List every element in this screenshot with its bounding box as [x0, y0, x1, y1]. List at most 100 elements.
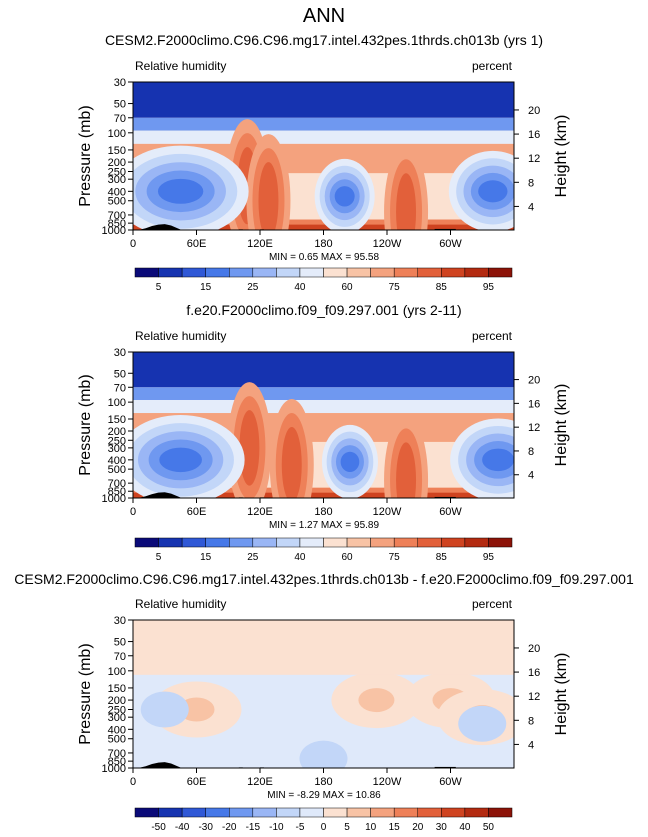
chart-panel-2: f.e20.F2000climo.f09_f09.297.001 (yrs 2-…: [77, 302, 570, 563]
y-tick-label: 70: [114, 113, 126, 125]
y-tick-label: 400: [108, 186, 126, 198]
units-label: percent: [472, 597, 513, 611]
x-tick-label: 120W: [373, 776, 402, 788]
y-tick-label: 700: [108, 478, 126, 490]
y-tick-label: 150: [108, 145, 126, 157]
colorbar-label: -20: [222, 822, 237, 832]
units-label: percent: [472, 329, 513, 343]
stats-label: MIN = -8.29 MAX = 10.86: [267, 790, 381, 801]
humid-column: [396, 442, 417, 498]
y-tick-label: 500: [108, 734, 126, 746]
colorbar-swatch: [205, 807, 230, 818]
y2-tick-label: 20: [528, 375, 540, 387]
y-tick-label: 250: [108, 166, 126, 178]
colorbar-swatch: [134, 537, 159, 548]
y-tick-label: 30: [114, 347, 126, 359]
y2-tick-label: 16: [528, 398, 540, 410]
y-tick-label: 1000: [102, 493, 126, 505]
y-tick-label: 70: [114, 382, 126, 394]
x-tick-label: 180: [314, 776, 332, 788]
y-tick-label: 300: [108, 443, 126, 455]
upper-transition-band: [133, 130, 514, 144]
colorbar-swatch: [488, 267, 513, 278]
y-tick-label: 300: [108, 712, 126, 724]
x-tick-label: 0: [130, 506, 136, 518]
y-tick-label: 1000: [102, 225, 126, 237]
colorbar-swatch: [205, 267, 230, 278]
page-title: ANN: [303, 5, 345, 27]
colorbar-swatch: [441, 807, 466, 818]
topography: [138, 762, 182, 768]
x-tick-label: 120E: [247, 776, 273, 788]
variable-label: Relative humidity: [135, 59, 226, 73]
colorbar-label: 15: [389, 822, 401, 832]
variable-label: Relative humidity: [135, 329, 226, 343]
y-tick-label: 700: [108, 748, 126, 760]
x-tick-label: 0: [130, 238, 136, 250]
colorbar-label: 0: [321, 822, 327, 832]
y-tick-label: 850: [108, 756, 126, 768]
panel-title: CESM2.F2000climo.C96.C96.mg17.intel.432p…: [105, 32, 543, 48]
y2-axis-title: Height (km): [553, 384, 570, 467]
y-axis-title: Pressure (mb): [77, 643, 94, 744]
panel-title: CESM2.F2000climo.C96.C96.mg17.intel.432p…: [14, 571, 634, 587]
boundary-layer-band: [133, 224, 514, 230]
colorbar-swatch: [134, 807, 159, 818]
y-tick-label: 150: [108, 414, 126, 426]
upper-transition-band: [133, 399, 514, 414]
y-tick-label: 30: [114, 615, 126, 627]
colorbar-label: 40: [294, 282, 306, 293]
stratosphere-dry-band: [133, 352, 514, 388]
colorbar-label: 95: [483, 282, 495, 293]
colorbar-label: 5: [156, 552, 162, 563]
colorbar-label: 85: [436, 552, 448, 563]
colorbar-label: 10: [365, 822, 377, 832]
y-tick-label: 1000: [102, 763, 126, 775]
dry-region: [482, 448, 514, 472]
y2-tick-label: 16: [528, 667, 540, 679]
colorbar-label: 50: [483, 822, 495, 832]
colorbar-label: 40: [459, 822, 471, 832]
y-tick-label: 700: [108, 210, 126, 222]
colorbar-label: 60: [342, 552, 354, 563]
colorbar-swatch: [417, 807, 442, 818]
x-tick-label: 60E: [187, 776, 207, 788]
colorbar-label: 25: [247, 552, 259, 563]
x-tick-label: 60E: [187, 238, 207, 250]
colorbar-swatch: [417, 537, 442, 548]
y-tick-label: 250: [108, 435, 126, 447]
colorbar-swatch: [158, 537, 183, 548]
y-tick-label: 500: [108, 196, 126, 208]
colorbar-swatch: [346, 537, 371, 548]
units-label: percent: [472, 59, 513, 73]
y-tick-label: 50: [114, 99, 126, 111]
x-tick-label: 0: [130, 776, 136, 788]
panel-title: f.e20.F2000climo.f09_f09.297.001 (yrs 2-…: [186, 302, 461, 318]
colorbar-swatch: [393, 537, 418, 548]
colorbar-swatch: [299, 267, 324, 278]
colorbar-swatch: [205, 537, 230, 548]
colorbar-swatch: [252, 807, 277, 818]
humid-column: [281, 427, 302, 498]
colorbar-swatch: [181, 267, 206, 278]
positive-anomaly: [178, 697, 215, 722]
dry-region: [478, 180, 508, 203]
colorbar-swatch: [276, 537, 301, 548]
y2-tick-label: 4: [528, 201, 534, 213]
colorbar-swatch: [488, 537, 513, 548]
colorbar-label: 15: [200, 552, 212, 563]
colorbar-swatch: [158, 267, 183, 278]
x-tick-label: 60W: [439, 238, 462, 250]
negative-anomaly: [299, 740, 348, 768]
y-tick-label: 100: [108, 666, 126, 678]
y2-tick-label: 8: [528, 715, 534, 727]
colorbar-label: 30: [436, 822, 448, 832]
y-tick-label: 850: [108, 218, 126, 230]
colorbar-swatch: [441, 537, 466, 548]
x-tick-label: 60W: [439, 506, 462, 518]
colorbar-swatch: [323, 537, 348, 548]
negative-anomaly: [458, 705, 507, 742]
colorbar-label: 15: [200, 282, 212, 293]
y2-tick-label: 20: [528, 643, 540, 655]
field-area: [133, 352, 514, 498]
